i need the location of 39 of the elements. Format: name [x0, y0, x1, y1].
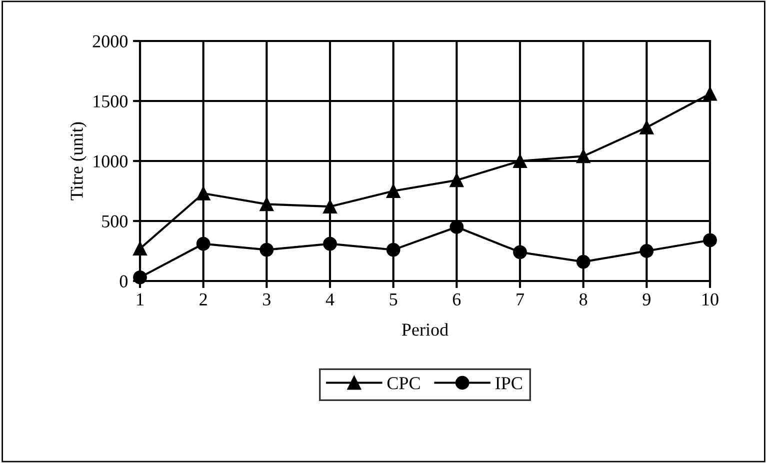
point [576, 149, 590, 164]
point [576, 254, 590, 269]
point [260, 197, 274, 212]
y-tick-label: 500 [102, 215, 128, 228]
y-tick-label: 1500 [94, 95, 128, 108]
point [513, 245, 527, 260]
point [450, 173, 464, 188]
x-tick-label: 5 [390, 294, 398, 306]
point [133, 242, 147, 256]
point [133, 270, 147, 284]
y-tick-label: 1000 [94, 155, 128, 168]
point [323, 200, 337, 214]
x-tick-label: 3 [263, 293, 270, 306]
point [386, 242, 400, 257]
x-tick-label: 8 [580, 293, 588, 306]
point [640, 244, 654, 258]
y-tick-label: 0 [120, 275, 128, 288]
point [386, 184, 400, 198]
y-axis-title: Titre (unit) [70, 122, 87, 200]
legend-label: CPC [387, 377, 420, 390]
legend-label: IPC [495, 377, 522, 390]
x-tick-label: 2 [200, 293, 207, 306]
x-tick-label: 6 [452, 293, 461, 306]
x-tick-label: 4 [326, 293, 334, 306]
point [450, 220, 464, 234]
point [703, 86, 717, 101]
point [640, 120, 654, 134]
point [513, 154, 527, 168]
x-tick-label: 10 [702, 293, 718, 306]
x-tick-label: 9 [642, 293, 650, 306]
point [703, 233, 717, 248]
point [196, 186, 210, 200]
x-axis-title: Period [402, 323, 448, 336]
point [323, 236, 337, 251]
y-tick-label: 2000 [92, 35, 128, 48]
x-tick-label: 7 [516, 294, 524, 306]
point [260, 242, 274, 257]
point [196, 236, 210, 251]
x-tick-label: 1 [137, 293, 144, 306]
